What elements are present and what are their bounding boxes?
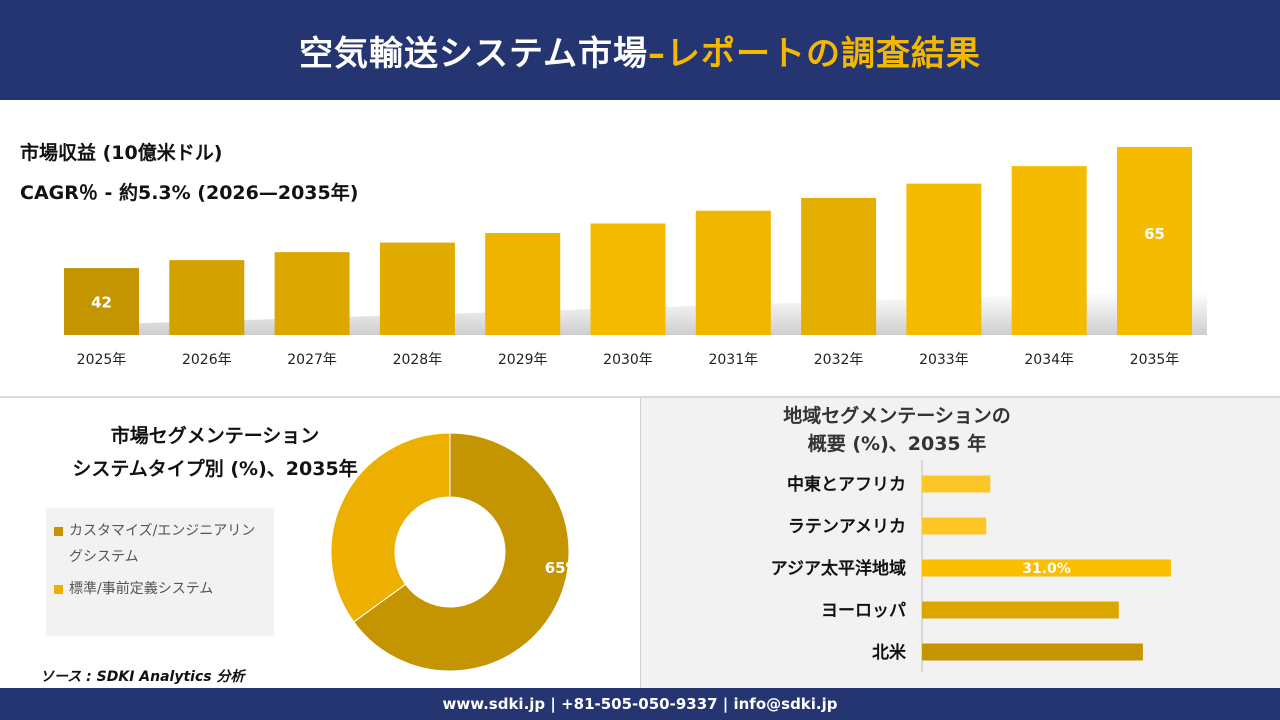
- segment-legend: カスタマイズ/エンジニアリングシステム 標準/事前定義システム: [46, 508, 274, 636]
- donut-slice: [330, 432, 451, 623]
- revenue-bar: [379, 242, 455, 335]
- legend-swatch: [54, 585, 63, 594]
- footer-bar: www.sdki.jp | +81-505-050-9337 | info@sd…: [0, 688, 1280, 720]
- x-tick-label: 2026年: [182, 352, 232, 368]
- segment-section: 市場セグメンテーション システムタイプ別 (%)、2035年 カスタマイズ/エン…: [0, 398, 640, 688]
- x-tick-label: 2031年: [708, 352, 758, 368]
- cagr-label: CAGR％ - 約5.3% (2026—2035年): [20, 182, 359, 204]
- region-label: ラテンアメリカ: [788, 517, 906, 537]
- revenue-bar: [1117, 147, 1192, 335]
- source-note: ソース : SDKI Analytics 分析: [40, 669, 245, 685]
- donut-slice: [353, 432, 570, 672]
- region-bar: [922, 643, 1143, 661]
- region-bar: [922, 517, 987, 535]
- x-tick-label: 2029年: [498, 352, 548, 368]
- region-section: 地域セグメンテーションの 概要 (%)、2035 年 中東とアフリカ ラテンアメリ…: [641, 398, 1280, 688]
- x-tick-label: 2030年: [603, 352, 653, 368]
- region-label: 中東とアフリカ: [787, 474, 906, 495]
- title-separator: –: [647, 33, 666, 74]
- revenue-bar: [64, 268, 139, 335]
- legend-swatch: [54, 527, 63, 536]
- bar-data-label: 65: [1144, 225, 1165, 243]
- footer-contact: www.sdki.jp | +81-505-050-9337 | info@sd…: [442, 695, 838, 713]
- x-tick-label: 2035年: [1130, 352, 1180, 368]
- revenue-bar: [169, 260, 245, 335]
- region-label: 北米: [872, 642, 907, 663]
- x-tick-label: 2027年: [287, 352, 337, 368]
- revenue-bar: [485, 233, 561, 335]
- region-bar: [922, 475, 991, 493]
- legend-item-standard: 標準/事前定義システム: [54, 576, 266, 602]
- x-tick-label: 2034年: [1024, 352, 1074, 368]
- segment-title: 市場セグメンテーション システムタイプ別 (%)、2035年: [30, 420, 400, 486]
- donut-data-label: 65%: [545, 559, 580, 577]
- region-label: ヨーロッパ: [821, 601, 906, 621]
- region-label: アジア太平洋地域: [771, 558, 906, 579]
- segment-title-line2: システムタイプ別 (%)、2035年: [72, 458, 358, 480]
- region-title: 地域セグメンテーションの 概要 (%)、2035 年: [641, 402, 1153, 458]
- x-tick-label: 2028年: [393, 352, 443, 368]
- page-title: 空気輸送システム市場–レポートの調査結果: [299, 26, 981, 75]
- revenue-bar: [1011, 166, 1087, 335]
- section-divider: [0, 396, 1280, 398]
- legend-label: カスタマイズ/エンジニアリングシステム: [69, 523, 256, 565]
- revenue-bar: [274, 252, 350, 335]
- header-banner: 空気輸送システム市場–レポートの調査結果: [0, 0, 1280, 100]
- title-accent: レポートの調査結果: [665, 33, 981, 74]
- region-title-line2: 概要 (%)、2035 年: [807, 433, 987, 455]
- title-main: 空気輸送システム市場: [299, 33, 648, 74]
- legend-label: 標準/事前定義システム: [69, 581, 214, 597]
- revenue-bar: [590, 223, 666, 335]
- legend-item-custom: カスタマイズ/エンジニアリングシステム: [54, 518, 266, 570]
- segment-title-line1: 市場セグメンテーション: [110, 425, 320, 447]
- vertical-divider: [640, 398, 641, 688]
- revenue-bar-chart: 2025年 2026年 2027年 2028年 2029年 2030年 2031年 2032年…: [64, 147, 1207, 368]
- revenue-label: 市場収益 (10億米ドル): [20, 142, 223, 164]
- revenue-bar: [906, 183, 982, 335]
- region-title-line1: 地域セグメンテーションの: [783, 405, 1011, 427]
- bar-data-label: 42: [91, 294, 112, 312]
- segment-donut-chart: 65%: [330, 432, 580, 672]
- revenue-bar: [801, 197, 877, 335]
- revenue-bar: [695, 210, 771, 335]
- region-bar: [922, 559, 1171, 577]
- revenue-section: 市場収益 (10億米ドル) CAGR％ - 約5.3% (2026—2035年)…: [0, 100, 1280, 396]
- region-bar: [922, 601, 1119, 619]
- x-tick-label: 2025年: [77, 352, 127, 368]
- x-tick-label: 2033年: [919, 352, 969, 368]
- x-tick-label: 2032年: [814, 352, 864, 368]
- region-data-label: 31.0%: [1022, 561, 1071, 577]
